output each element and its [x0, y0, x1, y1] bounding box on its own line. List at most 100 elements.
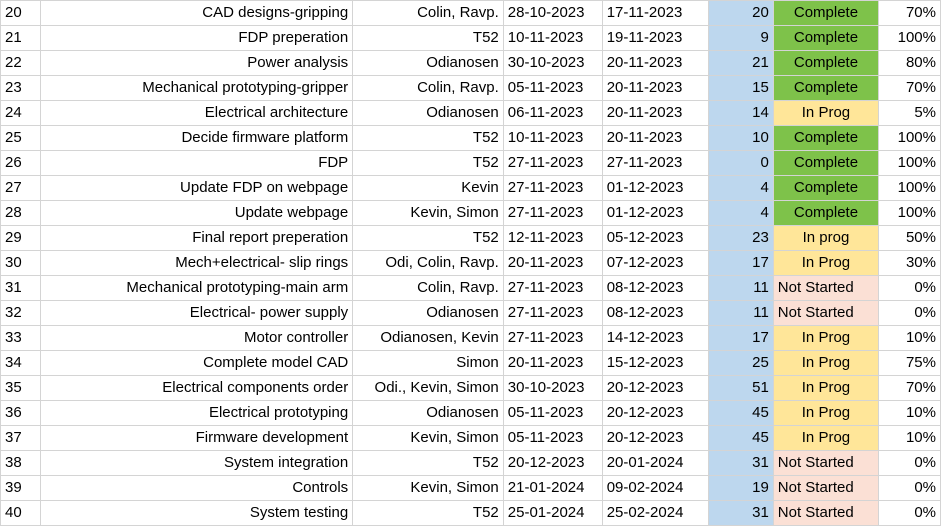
start-date-cell[interactable]: 10-11-2023	[502, 125, 603, 151]
status-cell[interactable]: Not Started	[772, 475, 880, 501]
start-date-cell[interactable]: 05-11-2023	[502, 75, 603, 101]
owner-cell[interactable]: Odianosen	[352, 300, 504, 326]
percent-complete-cell[interactable]: 80%	[878, 50, 941, 76]
percent-complete-cell[interactable]: 0%	[878, 500, 941, 526]
duration-days-cell[interactable]: 23	[708, 225, 774, 251]
duration-days-cell[interactable]: 17	[708, 325, 774, 351]
duration-days-cell[interactable]: 0	[708, 150, 774, 176]
task-name-cell[interactable]: Update FDP on webpage	[39, 175, 354, 201]
start-date-cell[interactable]: 30-10-2023	[502, 375, 603, 401]
table-row[interactable]: 22 Power analysis Odianosen 30-10-2023 2…	[0, 50, 941, 76]
table-row[interactable]: 39 Controls Kevin, Simon 21-01-2024 09-0…	[0, 475, 941, 501]
duration-days-cell[interactable]: 45	[708, 400, 774, 426]
start-date-cell[interactable]: 20-11-2023	[502, 350, 603, 376]
row-number-cell[interactable]: 34	[0, 350, 41, 376]
row-number-cell[interactable]: 31	[0, 275, 41, 301]
status-cell[interactable]: Complete	[772, 50, 880, 76]
task-name-cell[interactable]: Update webpage	[39, 200, 354, 226]
row-number-cell[interactable]: 38	[0, 450, 41, 476]
end-date-cell[interactable]: 20-01-2024	[601, 450, 710, 476]
owner-cell[interactable]: Colin, Ravp.	[352, 0, 504, 26]
owner-cell[interactable]: T52	[352, 450, 504, 476]
table-row[interactable]: 21 FDP preperation T52 10-11-2023 19-11-…	[0, 25, 941, 51]
start-date-cell[interactable]: 27-11-2023	[502, 300, 603, 326]
task-name-cell[interactable]: CAD designs-gripping	[39, 0, 354, 26]
row-number-cell[interactable]: 32	[0, 300, 41, 326]
percent-complete-cell[interactable]: 75%	[878, 350, 941, 376]
percent-complete-cell[interactable]: 0%	[878, 450, 941, 476]
duration-days-cell[interactable]: 31	[708, 500, 774, 526]
owner-cell[interactable]: Colin, Ravp.	[352, 275, 504, 301]
duration-days-cell[interactable]: 9	[708, 25, 774, 51]
row-number-cell[interactable]: 27	[0, 175, 41, 201]
start-date-cell[interactable]: 27-11-2023	[502, 275, 603, 301]
task-name-cell[interactable]: Final report preperation	[39, 225, 354, 251]
owner-cell[interactable]: Odianosen	[352, 100, 504, 126]
status-cell[interactable]: In Prog	[772, 250, 880, 276]
row-number-cell[interactable]: 40	[0, 500, 41, 526]
table-row[interactable]: 38 System integration T52 20-12-2023 20-…	[0, 450, 941, 476]
status-cell[interactable]: In prog	[772, 225, 880, 251]
end-date-cell[interactable]: 25-02-2024	[601, 500, 710, 526]
end-date-cell[interactable]: 17-11-2023	[601, 0, 710, 26]
table-row[interactable]: 26 FDP T52 27-11-2023 27-11-2023 0 Compl…	[0, 150, 941, 176]
task-name-cell[interactable]: Decide firmware platform	[39, 125, 354, 151]
duration-days-cell[interactable]: 17	[708, 250, 774, 276]
start-date-cell[interactable]: 20-11-2023	[502, 250, 603, 276]
start-date-cell[interactable]: 06-11-2023	[502, 100, 603, 126]
end-date-cell[interactable]: 20-12-2023	[601, 425, 710, 451]
table-row[interactable]: 25 Decide firmware platform T52 10-11-20…	[0, 125, 941, 151]
start-date-cell[interactable]: 21-01-2024	[502, 475, 603, 501]
owner-cell[interactable]: Odi., Kevin, Simon	[352, 375, 504, 401]
row-number-cell[interactable]: 20	[0, 0, 41, 26]
duration-days-cell[interactable]: 4	[708, 175, 774, 201]
start-date-cell[interactable]: 28-10-2023	[502, 0, 603, 26]
status-cell[interactable]: Not Started	[772, 500, 880, 526]
table-row[interactable]: 27 Update FDP on webpage Kevin 27-11-202…	[0, 175, 941, 201]
percent-complete-cell[interactable]: 70%	[878, 375, 941, 401]
end-date-cell[interactable]: 20-11-2023	[601, 125, 710, 151]
duration-days-cell[interactable]: 11	[708, 275, 774, 301]
table-row[interactable]: 23 Mechanical prototyping-gripper Colin,…	[0, 75, 941, 101]
duration-days-cell[interactable]: 20	[708, 0, 774, 26]
task-name-cell[interactable]: Controls	[39, 475, 354, 501]
owner-cell[interactable]: Odianosen	[352, 400, 504, 426]
table-row[interactable]: 33 Motor controller Odianosen, Kevin 27-…	[0, 325, 941, 351]
row-number-cell[interactable]: 25	[0, 125, 41, 151]
status-cell[interactable]: In Prog	[772, 350, 880, 376]
table-row[interactable]: 32 Electrical- power supply Odianosen 27…	[0, 300, 941, 326]
duration-days-cell[interactable]: 19	[708, 475, 774, 501]
row-number-cell[interactable]: 28	[0, 200, 41, 226]
task-name-cell[interactable]: Mechanical prototyping-gripper	[39, 75, 354, 101]
start-date-cell[interactable]: 20-12-2023	[502, 450, 603, 476]
end-date-cell[interactable]: 01-12-2023	[601, 200, 710, 226]
duration-days-cell[interactable]: 51	[708, 375, 774, 401]
task-name-cell[interactable]: System integration	[39, 450, 354, 476]
table-row[interactable]: 30 Mech+electrical- slip rings Odi, Coli…	[0, 250, 941, 276]
end-date-cell[interactable]: 14-12-2023	[601, 325, 710, 351]
end-date-cell[interactable]: 19-11-2023	[601, 25, 710, 51]
status-cell[interactable]: In Prog	[772, 400, 880, 426]
row-number-cell[interactable]: 36	[0, 400, 41, 426]
duration-days-cell[interactable]: 4	[708, 200, 774, 226]
table-row[interactable]: 34 Complete model CAD Simon 20-11-2023 1…	[0, 350, 941, 376]
status-cell[interactable]: In Prog	[772, 325, 880, 351]
table-row[interactable]: 35 Electrical components order Odi., Kev…	[0, 375, 941, 401]
end-date-cell[interactable]: 08-12-2023	[601, 275, 710, 301]
owner-cell[interactable]: Odianosen, Kevin	[352, 325, 504, 351]
percent-complete-cell[interactable]: 0%	[878, 300, 941, 326]
row-number-cell[interactable]: 33	[0, 325, 41, 351]
status-cell[interactable]: In Prog	[772, 425, 880, 451]
owner-cell[interactable]: T52	[352, 25, 504, 51]
row-number-cell[interactable]: 39	[0, 475, 41, 501]
owner-cell[interactable]: Kevin, Simon	[352, 425, 504, 451]
table-row[interactable]: 40 System testing T52 25-01-2024 25-02-2…	[0, 500, 941, 526]
end-date-cell[interactable]: 15-12-2023	[601, 350, 710, 376]
table-row[interactable]: 29 Final report preperation T52 12-11-20…	[0, 225, 941, 251]
duration-days-cell[interactable]: 15	[708, 75, 774, 101]
owner-cell[interactable]: T52	[352, 150, 504, 176]
percent-complete-cell[interactable]: 100%	[878, 125, 941, 151]
status-cell[interactable]: Not Started	[772, 300, 880, 326]
row-number-cell[interactable]: 22	[0, 50, 41, 76]
start-date-cell[interactable]: 05-11-2023	[502, 400, 603, 426]
